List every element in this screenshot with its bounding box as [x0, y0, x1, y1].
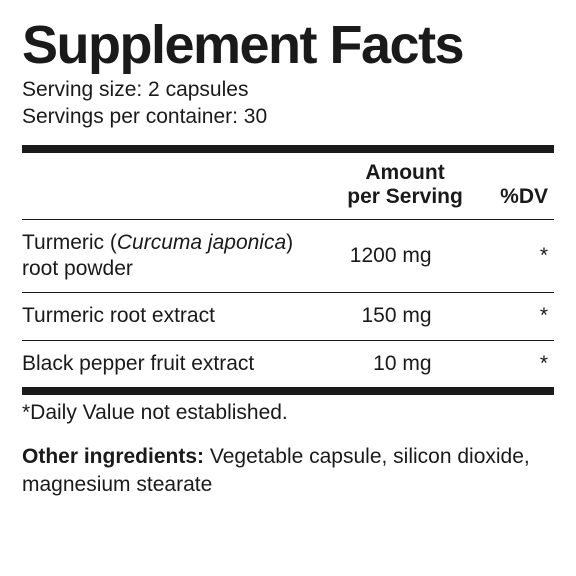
ingredient-name: Black pepper fruit extract — [22, 340, 331, 387]
dv-footnote: *Daily Value not established. — [22, 401, 554, 425]
table-header-row: Amount per Serving %DV — [22, 153, 554, 220]
ingredient-dv: * — [480, 340, 554, 387]
col-header-amount: Amount per Serving — [331, 153, 480, 220]
bottom-rule — [22, 387, 554, 395]
other-ingredients: Other ingredients: Vegetable capsule, si… — [22, 443, 554, 500]
other-ingredients-label: Other ingredients: — [22, 445, 204, 468]
table-row: Turmeric (Curcuma japonica) root powder … — [22, 219, 554, 293]
ingredient-dv: * — [480, 219, 554, 293]
table-row: Black pepper fruit extract 10 mg * — [22, 340, 554, 387]
page-title: Supplement Facts — [22, 18, 554, 72]
servings-per-container: Servings per container: 30 — [22, 103, 554, 130]
ingredient-amount: 150 mg — [331, 293, 480, 340]
ingredient-name: Turmeric (Curcuma japonica) root powder — [22, 219, 331, 293]
col-header-dv: %DV — [480, 153, 554, 220]
top-rule — [22, 145, 554, 153]
name-post: ) — [286, 231, 293, 254]
facts-table: Amount per Serving %DV Turmeric (Curcuma… — [22, 153, 554, 387]
ingredient-name: Turmeric root extract — [22, 293, 331, 340]
name-pre: Turmeric ( — [22, 231, 117, 254]
table-row: Turmeric root extract 150 mg * — [22, 293, 554, 340]
col-header-name — [22, 153, 331, 220]
ingredient-dv: * — [480, 293, 554, 340]
serving-size: Serving size: 2 capsules — [22, 76, 554, 103]
serving-info: Serving size: 2 capsules Servings per co… — [22, 76, 554, 131]
amount-header-line1: Amount — [365, 161, 444, 184]
ingredient-amount: 1200 mg — [331, 219, 480, 293]
name-line2: root powder — [22, 257, 133, 280]
amount-header-line2: per Serving — [347, 185, 463, 208]
ingredient-amount: 10 mg — [331, 340, 480, 387]
name-italic: Curcuma japonica — [117, 231, 286, 254]
